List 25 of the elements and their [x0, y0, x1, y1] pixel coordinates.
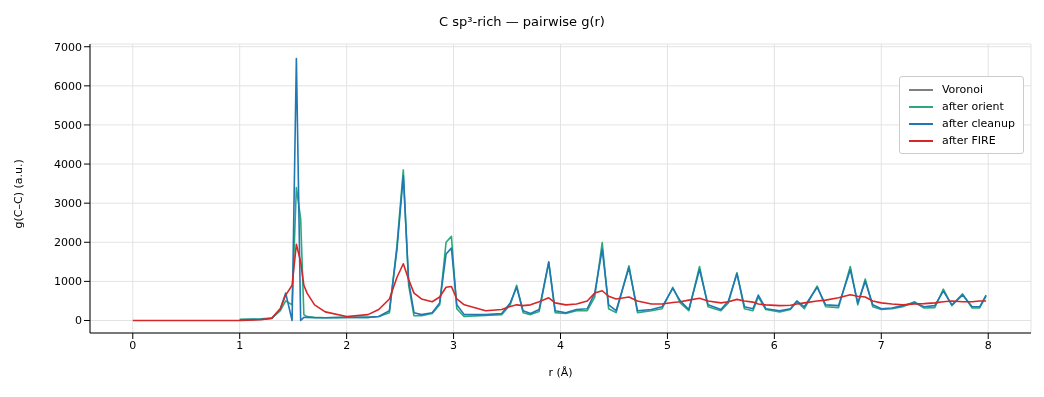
y-tick-label: 4000 — [54, 157, 82, 171]
y-tick-label: 5000 — [54, 118, 82, 132]
legend-label: after cleanup — [941, 116, 1015, 132]
x-tick-label: 3 — [450, 338, 458, 352]
x-tick-label: 7 — [877, 338, 885, 352]
legend-label: Voronoi — [941, 82, 984, 98]
line-series — [131, 243, 987, 322]
legend-label: after orient — [941, 99, 1004, 115]
x-tick-label: 2 — [343, 338, 351, 352]
y-tick-label: 1000 — [54, 275, 82, 289]
x-tick-label: 0 — [129, 338, 137, 352]
y-axis-title: g(C–C) (a.u.) — [11, 159, 25, 229]
x-tick-label: 4 — [557, 338, 564, 352]
y-tick-label: 0 — [75, 314, 82, 328]
x-tick-label: 1 — [236, 338, 244, 352]
x-axis-title: r (Å) — [548, 366, 573, 379]
y-tick-label: 7000 — [54, 40, 82, 54]
x-tick-label: 6 — [770, 338, 778, 352]
chart-title: C sp³-rich — pairwise g(r) — [438, 13, 606, 31]
y-tick-label: 3000 — [54, 197, 82, 211]
y-tick-label: 2000 — [54, 236, 82, 250]
legend-label: after FIRE — [941, 133, 996, 149]
x-tick-label: 5 — [663, 338, 671, 352]
x-tick-label: 8 — [984, 338, 992, 352]
y-tick-label: 6000 — [54, 79, 82, 93]
